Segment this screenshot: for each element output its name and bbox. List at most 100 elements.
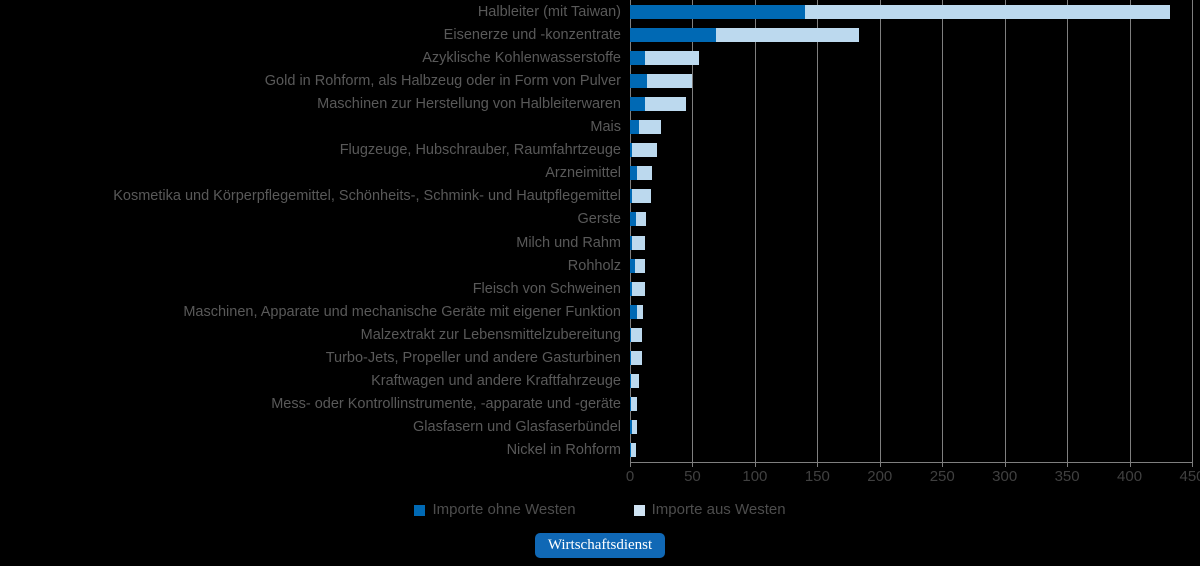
bar-segment-ohne-westen[interactable] [630,212,637,227]
bar-segment-ohne-westen[interactable] [630,189,632,204]
bar-row[interactable] [630,258,1192,273]
source-badge-container: Wirtschaftsdienst [0,533,1200,558]
bar-segment-aus-westen[interactable] [637,166,653,181]
bar-segment-aus-westen[interactable] [644,96,687,111]
bar-row[interactable] [630,351,1192,366]
bar-segment-ohne-westen[interactable] [630,96,645,111]
bar-row[interactable] [630,281,1192,296]
bar-row[interactable] [630,443,1192,458]
bar-segment-ohne-westen[interactable] [630,50,645,65]
category-label: Rohholz [567,257,621,274]
axis-tick-label: 0 [625,468,635,485]
category-label: Halbleiter (mit Taiwan) [477,3,621,20]
bar-segment-aus-westen[interactable] [716,27,859,42]
legend-item-importe-aus-westen[interactable]: Importe aus Westen [633,502,786,518]
bar-row[interactable] [630,4,1192,19]
gridline-350 [1067,0,1069,462]
bar-row[interactable] [630,27,1192,42]
bar-segment-ohne-westen[interactable] [630,420,632,435]
legend-item-importe-ohne-westen[interactable]: Importe ohne Westen [414,502,576,518]
bar-segment-ohne-westen[interactable] [630,281,632,296]
bar-segment-aus-westen[interactable] [631,351,642,366]
bar-segment-aus-westen[interactable] [644,50,699,65]
bar-segment-aus-westen[interactable] [631,327,643,342]
category-label: Gold in Rohform, als Halbzeug oder in Fo… [264,72,621,89]
gridline-250 [942,0,944,462]
axis-tick-300 [1004,462,1006,467]
bar-segment-ohne-westen[interactable] [630,4,805,19]
gridline-100 [754,0,756,462]
axis-tick-label: 250 [929,468,955,485]
bar-row[interactable] [630,212,1192,227]
gridline-0 [630,0,631,462]
gridline-50 [692,0,694,462]
stacked-bar-chart: Halbleiter (mit Taiwan) Eisenerze und -ko… [113,0,1200,485]
bar-row[interactable] [630,420,1192,435]
bar-segment-aus-westen[interactable] [631,420,638,435]
bar-row[interactable] [630,96,1192,111]
bar-segment-aus-westen[interactable] [804,4,1170,19]
axis-tick-label: 450 [1179,468,1200,485]
category-label: Mais [590,119,621,136]
gridline-400 [1129,0,1131,462]
bar-segment-ohne-westen[interactable] [630,235,632,250]
bar-segment-ohne-westen[interactable] [630,397,632,412]
value-axis: 0 50 100 150 200 250 300 350 400 450 [626,462,1200,492]
category-label: Glasfasern und Glasfaserbündel [413,419,621,436]
bar-segment-ohne-westen[interactable] [630,73,648,88]
bar-row[interactable] [630,235,1192,250]
bar-segment-aus-westen[interactable] [631,374,639,389]
bar-segment-aus-westen[interactable] [631,281,645,296]
bar-row[interactable] [630,397,1192,412]
category-label: Gerste [577,211,621,228]
bar-row[interactable] [630,73,1192,88]
bar-segment-aus-westen[interactable] [636,304,644,319]
legend-swatch-icon [414,504,426,516]
category-label: Nickel in Rohform [506,442,621,459]
bar-segment-aus-westen[interactable] [634,258,645,273]
bar-segment-ohne-westen[interactable] [630,374,632,389]
bar-row[interactable] [630,189,1192,204]
bar-segment-ohne-westen[interactable] [630,258,635,273]
category-label: Malzextrakt zur Lebensmittelzubereitung [360,326,621,343]
bar-segment-ohne-westen[interactable] [630,120,639,135]
bar-segment-aus-westen[interactable] [631,189,651,204]
bar-segment-ohne-westen[interactable] [630,166,638,181]
category-label: Turbo-Jets, Propeller und andere Gasturb… [325,350,621,367]
bar-segment-ohne-westen[interactable] [630,27,717,42]
category-label: Maschinen zur Herstellung von Halbleiter… [317,95,621,112]
axis-tick-label: 300 [992,468,1018,485]
bar-segment-aus-westen[interactable] [638,120,662,135]
bar-segment-aus-westen[interactable] [631,235,645,250]
bar-row[interactable] [630,120,1192,135]
bar-segment-ohne-westen[interactable] [630,443,632,458]
bar-row[interactable] [630,327,1192,342]
bar-row[interactable] [630,50,1192,65]
bar-segment-ohne-westen[interactable] [630,304,637,319]
bar-segment-aus-westen[interactable] [631,397,638,412]
bar-segment-aus-westen[interactable] [631,143,657,158]
axis-tick-400 [1129,462,1131,467]
gridline-150 [817,0,819,462]
bar-segment-aus-westen[interactable] [647,73,693,88]
bar-row[interactable] [630,374,1192,389]
axis-tick-250 [942,462,944,467]
bar-segment-aus-westen[interactable] [631,443,636,458]
bar-segment-ohne-westen[interactable] [630,143,632,158]
bar-segment-ohne-westen[interactable] [630,327,632,342]
bar-segment-ohne-westen[interactable] [630,351,632,366]
axis-tick-50 [692,462,694,467]
bar-row[interactable] [630,166,1192,181]
axis-tick-label: 200 [867,468,893,485]
axis-line [630,462,1192,463]
category-label: Kraftwagen und andere Kraftfahrzeuge [371,373,621,390]
bar-row[interactable] [630,143,1192,158]
axis-tick-label: 100 [742,468,768,485]
category-label: Eisenerze und -konzentrate [443,26,621,43]
bar-row[interactable] [630,304,1192,319]
bar-segment-aus-westen[interactable] [636,212,646,227]
axis-tick-label: 350 [1054,468,1080,485]
wirtschaftsdienst-badge[interactable]: Wirtschaftsdienst [534,533,666,558]
category-label: Arzneimittel [545,165,621,182]
